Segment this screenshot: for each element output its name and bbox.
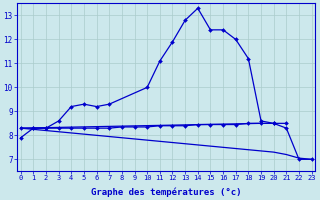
X-axis label: Graphe des températures (°c): Graphe des températures (°c) — [91, 187, 241, 197]
